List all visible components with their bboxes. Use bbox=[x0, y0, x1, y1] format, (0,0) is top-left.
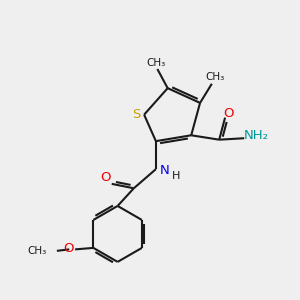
Text: N: N bbox=[159, 164, 169, 177]
Text: CH₃: CH₃ bbox=[146, 58, 166, 68]
Text: CH₃: CH₃ bbox=[27, 246, 46, 256]
Text: NH₂: NH₂ bbox=[244, 129, 269, 142]
Text: O: O bbox=[223, 107, 233, 120]
Text: CH₃: CH₃ bbox=[206, 72, 225, 82]
Text: O: O bbox=[63, 242, 74, 255]
Text: O: O bbox=[100, 171, 110, 184]
Text: H: H bbox=[172, 171, 181, 181]
Text: S: S bbox=[132, 108, 140, 121]
